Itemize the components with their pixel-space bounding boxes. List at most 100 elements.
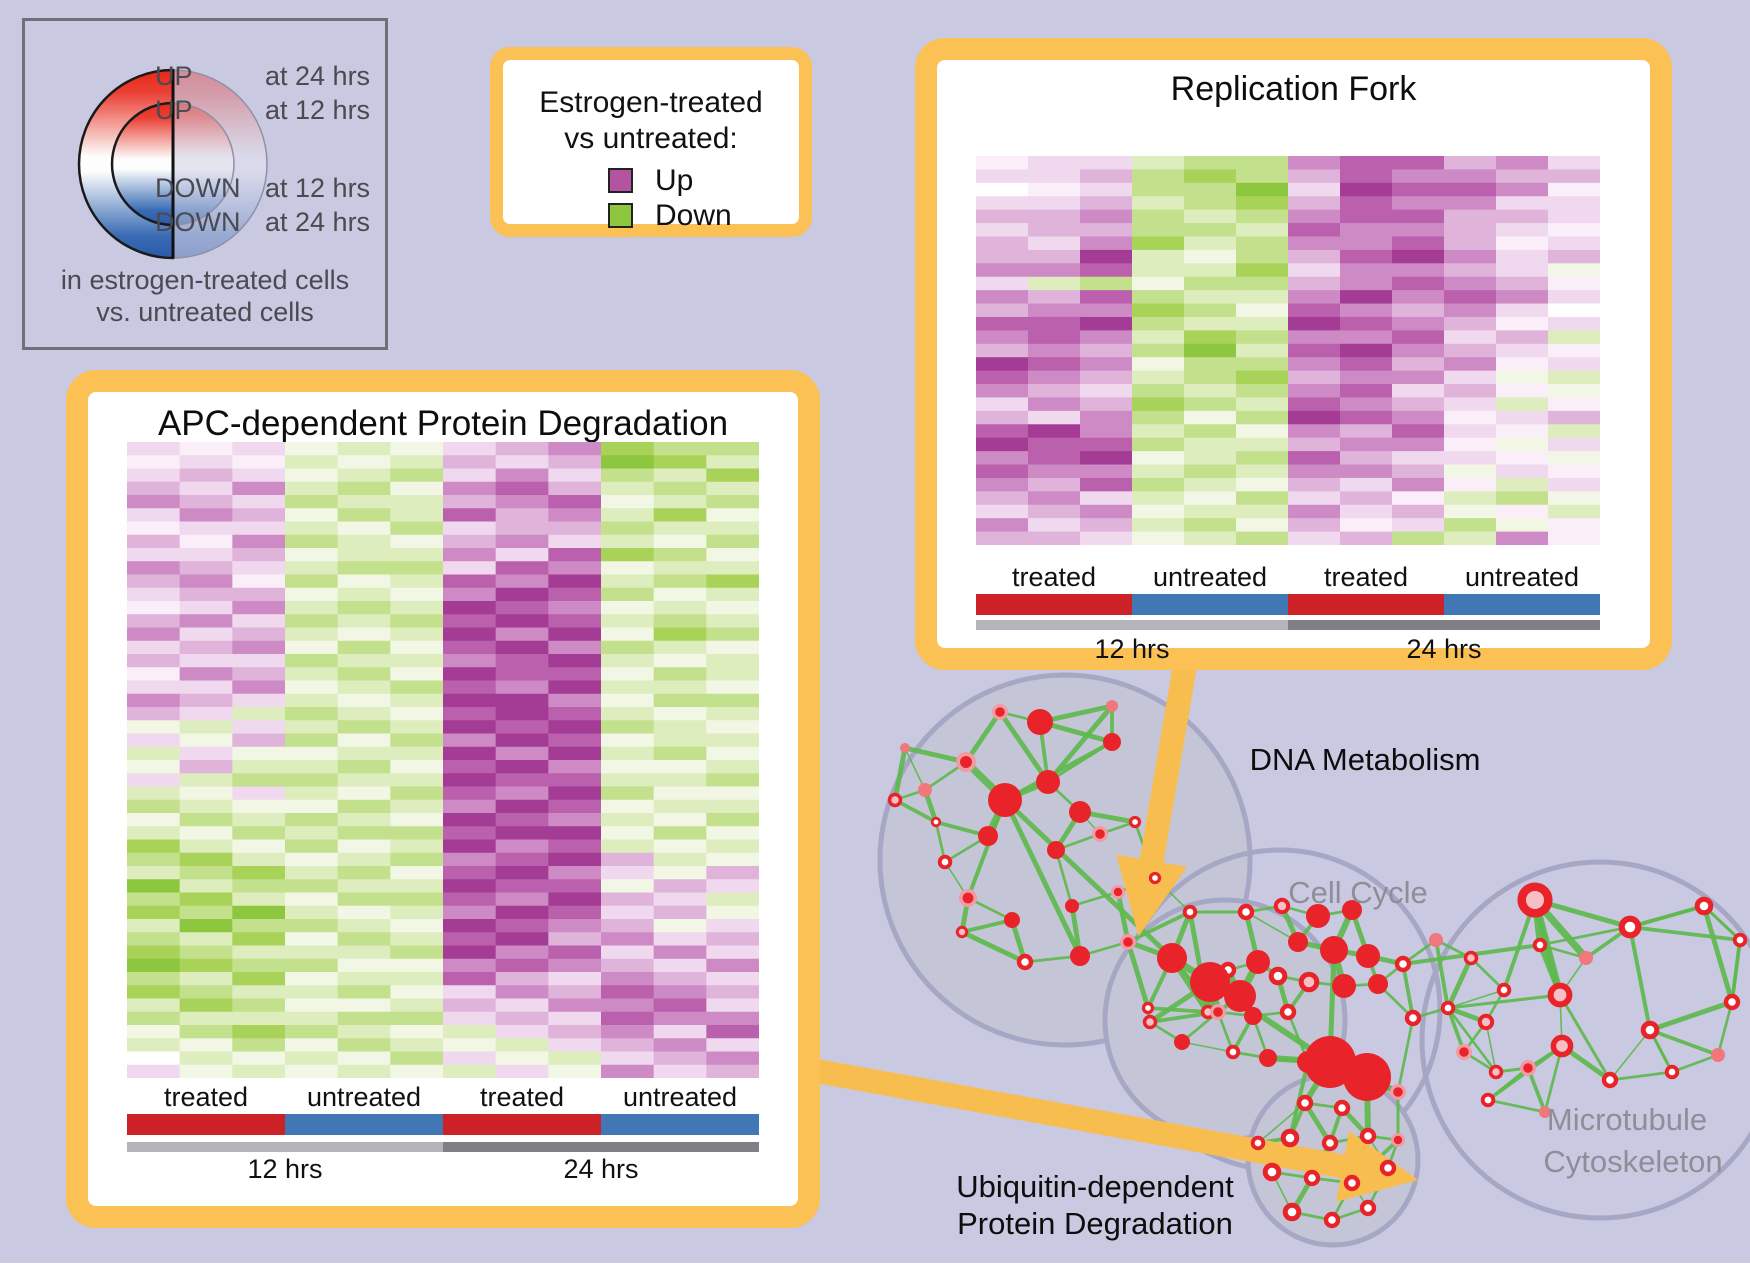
heatmap-cell <box>1184 384 1237 398</box>
heatmap-cell <box>232 481 286 496</box>
rf-treated-bar-24 <box>1288 594 1444 615</box>
heatmap-cell <box>653 548 707 562</box>
heatmap-cell <box>127 905 181 920</box>
heatmap-cell <box>127 1051 181 1066</box>
heatmap-cell <box>1392 182 1445 197</box>
heatmap-cell <box>1080 169 1133 184</box>
heatmap-cell <box>285 548 339 562</box>
heatmap-cell <box>601 839 655 854</box>
heatmap-cell <box>390 813 444 827</box>
network-edge <box>960 929 1027 965</box>
heatmap-cell <box>232 746 286 761</box>
network-node-halo <box>1091 825 1108 842</box>
heatmap-cell <box>1184 316 1237 331</box>
heatmap-cell <box>179 839 233 854</box>
heatmap-cell <box>1132 290 1185 304</box>
heatmap-cell <box>285 720 339 734</box>
heatmap-cell <box>127 455 181 469</box>
network-edge <box>1447 993 1561 1010</box>
heatmap-cell <box>1392 303 1445 318</box>
heatmap-cell <box>653 1051 707 1066</box>
network-node-halo <box>1389 1083 1406 1100</box>
heatmap-cell <box>1392 477 1445 492</box>
heatmap-cell <box>548 495 602 509</box>
heatmap-cell <box>127 574 181 589</box>
heatmap-cell <box>1496 330 1549 345</box>
apc-12hrs-label: 12 hrs <box>247 1154 323 1184</box>
heatmap-cell <box>1184 209 1237 224</box>
heatmap-cell <box>495 932 549 946</box>
heatmap-cell <box>1496 316 1549 331</box>
heatmap-cell <box>653 720 707 734</box>
heatmap-cell <box>1288 236 1341 251</box>
apc-group-label-untreated-24: untreated <box>622 1082 738 1112</box>
heatmap-cell <box>1548 343 1600 358</box>
heatmap-cell <box>706 468 759 483</box>
apc-heatmap <box>127 442 759 1078</box>
network-node-solid <box>1306 904 1330 928</box>
heatmap-cell <box>1392 531 1445 545</box>
heatmap-cell <box>653 455 707 469</box>
heatmap-cell <box>548 693 602 708</box>
heatmap-cell <box>495 548 549 562</box>
network-node-ring <box>930 816 942 828</box>
apc-degradation-panel: APC-dependent Protein Degradation treate… <box>66 370 820 1228</box>
heatmap-cell <box>1392 357 1445 372</box>
heatmap-cell <box>706 640 759 655</box>
network-node-halo <box>1391 1133 1406 1148</box>
heatmap-cell <box>1548 504 1600 519</box>
heatmap-cell <box>601 733 655 748</box>
heatmap-cell <box>443 932 497 946</box>
heatmap-cell <box>1444 209 1497 224</box>
heatmap-cell <box>443 945 497 960</box>
heatmap-cell <box>495 852 549 867</box>
heatmap-cell <box>337 892 391 907</box>
heatmap-cell <box>285 892 339 907</box>
heatmap-cell <box>127 998 181 1013</box>
heatmap-cell <box>706 852 759 867</box>
heatmap-cell <box>1184 451 1237 465</box>
heatmap-cell <box>232 707 286 721</box>
rf-24hrs-label: 24 hrs <box>1406 634 1482 664</box>
network-edge <box>1434 939 1450 1009</box>
network-node-solid <box>1157 943 1187 973</box>
heatmap-cell <box>390 892 444 907</box>
network-edge <box>997 710 1051 784</box>
replication-fork-title: Replication Fork <box>1170 70 1417 108</box>
heatmap-cell <box>127 654 181 668</box>
heatmap-cell <box>1028 397 1081 412</box>
heatmap-cell <box>495 826 549 840</box>
heatmap-cell <box>1340 437 1393 452</box>
heatmap-cell <box>706 958 759 973</box>
heatmap-cell <box>653 746 707 761</box>
heatmap-cell <box>1184 156 1237 170</box>
heatmap-cell <box>337 654 391 668</box>
heatmap-cell <box>127 548 181 562</box>
heatmap-cell <box>337 667 391 681</box>
heatmap-cell <box>127 468 181 483</box>
heatmap-cell <box>179 640 233 655</box>
heatmap-cell <box>1028 236 1081 251</box>
heatmap-cell <box>601 468 655 483</box>
network-node-pale <box>955 925 969 939</box>
heatmap-cell <box>653 521 707 536</box>
heatmap-cell <box>1340 209 1393 224</box>
heatmap-cell <box>337 958 391 973</box>
network-edge <box>1470 957 1505 991</box>
heatmap-cell <box>601 905 655 920</box>
heatmap-cell <box>232 508 286 522</box>
network-node-solid <box>1332 974 1356 998</box>
heatmap-cell <box>390 919 444 933</box>
heatmap-cell <box>285 866 339 880</box>
legend-up-24-label: UP <box>155 61 193 91</box>
heatmap-cell <box>976 384 1029 398</box>
heatmap-cell <box>127 773 181 787</box>
legend-up-12-time: at 12 hrs <box>265 95 371 125</box>
rf-group-label-untreated-12: untreated <box>1152 562 1268 592</box>
heatmap-cell <box>179 985 233 999</box>
heatmap-cell <box>601 481 655 496</box>
network-edge <box>1730 939 1742 1003</box>
heatmap-cell <box>1184 290 1237 304</box>
network-node-ring <box>1732 932 1748 948</box>
heatmap-cell <box>1548 249 1600 264</box>
